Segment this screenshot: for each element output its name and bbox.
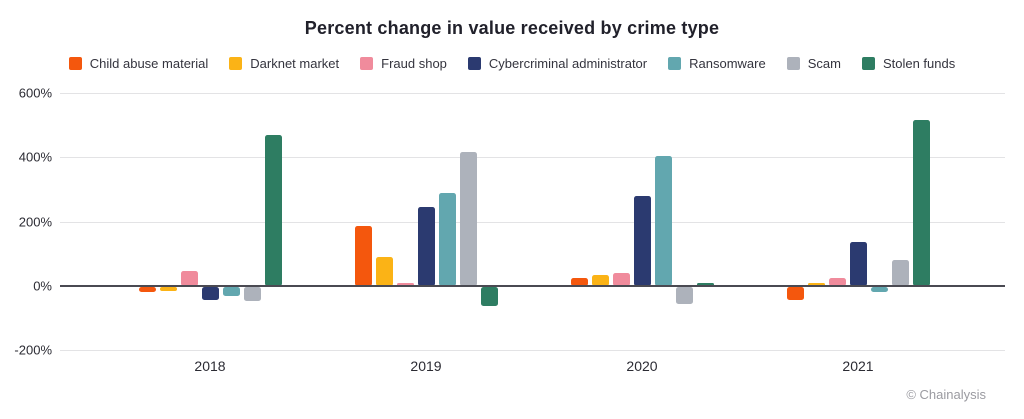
legend-swatch-icon xyxy=(360,57,374,70)
bar-group-2020 xyxy=(570,93,714,350)
legend-item-ransomware[interactable]: Ransomware xyxy=(668,56,766,71)
legend-label: Stolen funds xyxy=(882,56,956,71)
bar-child-abuse-material-2020[interactable] xyxy=(570,277,588,286)
x-axis-label-2018: 2018 xyxy=(194,358,226,374)
bar-child-abuse-material-2018[interactable] xyxy=(138,286,156,292)
gridline xyxy=(60,221,1005,223)
bar-fraud-shop-2020[interactable] xyxy=(612,272,630,286)
y-axis-tick-label: 400% xyxy=(18,149,52,165)
bar-stolen-funds-2018[interactable] xyxy=(264,134,282,286)
bar-cybercriminal-administrator-2019[interactable] xyxy=(417,207,435,286)
x-axis-label-2021: 2021 xyxy=(842,358,874,374)
bar-ransomware-2019[interactable] xyxy=(438,192,456,286)
bar-fraud-shop-2021[interactable] xyxy=(828,277,846,286)
attribution-text: © Chainalysis xyxy=(906,387,986,402)
bar-fraud-shop-2018[interactable] xyxy=(180,271,198,286)
bar-child-abuse-material-2021[interactable] xyxy=(786,286,804,300)
bar-scam-2020[interactable] xyxy=(675,286,693,305)
bar-cybercriminal-administrator-2020[interactable] xyxy=(633,195,651,286)
chart-title: Percent change in value received by crim… xyxy=(304,18,720,38)
bar-cybercriminal-administrator-2018[interactable] xyxy=(201,286,219,300)
legend-label: Scam xyxy=(807,56,841,71)
y-axis-tick-label: -200% xyxy=(14,342,52,358)
x-axis-label-2019: 2019 xyxy=(410,358,442,374)
bar-group-2021 xyxy=(786,93,930,350)
bar-scam-2018[interactable] xyxy=(243,286,261,302)
legend-item-cybercriminal-administrator[interactable]: Cybercriminal administrator xyxy=(467,56,648,71)
y-axis-tick-label: 600% xyxy=(18,85,52,101)
bar-cybercriminal-administrator-2021[interactable] xyxy=(849,242,867,286)
legend-item-stolen-funds[interactable]: Stolen funds xyxy=(861,56,956,71)
gridline xyxy=(60,93,1005,94)
bar-ransomware-2021[interactable] xyxy=(870,286,888,292)
bar-ransomware-2020[interactable] xyxy=(654,155,672,286)
legend-label: Cybercriminal administrator xyxy=(488,56,648,71)
bar-group-2018 xyxy=(138,93,282,350)
legend-label: Child abuse material xyxy=(89,56,209,71)
legend-swatch-icon xyxy=(668,57,682,70)
legend-item-fraud-shop[interactable]: Fraud shop xyxy=(360,56,447,71)
plot-area: 600% 400% 200% 0% -200% 2018 2019 2020 2021 xyxy=(14,86,1005,374)
y-axis-tick-label: 0% xyxy=(33,278,52,294)
bar-child-abuse-material-2019[interactable] xyxy=(354,226,372,286)
bar-stolen-funds-2021[interactable] xyxy=(912,120,930,286)
legend-swatch-icon xyxy=(68,57,82,70)
legend-swatch-icon xyxy=(861,57,875,70)
legend-item-scam[interactable]: Scam xyxy=(786,56,841,71)
gridline xyxy=(60,157,1005,159)
legend: Child abuse material Darknet market Fraud … xyxy=(0,56,1024,71)
bar-scam-2021[interactable] xyxy=(891,260,909,286)
legend-label: Ransomware xyxy=(689,56,766,71)
legend-swatch-icon xyxy=(786,57,800,70)
bar-darknet-market-2021[interactable] xyxy=(807,282,825,286)
legend-item-child-abuse-material[interactable]: Child abuse material xyxy=(68,56,209,71)
bar-darknet-market-2020[interactable] xyxy=(591,274,609,286)
bar-stolen-funds-2020[interactable] xyxy=(696,283,714,286)
bar-stolen-funds-2019[interactable] xyxy=(480,286,498,307)
legend-swatch-icon xyxy=(229,57,243,70)
gridline xyxy=(60,350,1005,351)
legend-item-darknet-market[interactable]: Darknet market xyxy=(229,56,339,71)
legend-swatch-icon xyxy=(467,57,481,70)
x-axis-label-2020: 2020 xyxy=(626,358,658,374)
bar-ransomware-2018[interactable] xyxy=(222,286,240,297)
bar-fraud-shop-2019[interactable] xyxy=(396,283,414,286)
legend-label: Fraud shop xyxy=(381,56,447,71)
y-axis-tick-label: 200% xyxy=(18,214,52,229)
bar-scam-2019[interactable] xyxy=(459,152,477,286)
legend-label: Darknet market xyxy=(250,56,340,71)
bar-darknet-market-2018[interactable] xyxy=(159,286,177,291)
bar-darknet-market-2019[interactable] xyxy=(375,257,393,286)
x-axis-zero-line xyxy=(60,284,1005,287)
bar-group-2019 xyxy=(354,93,498,350)
